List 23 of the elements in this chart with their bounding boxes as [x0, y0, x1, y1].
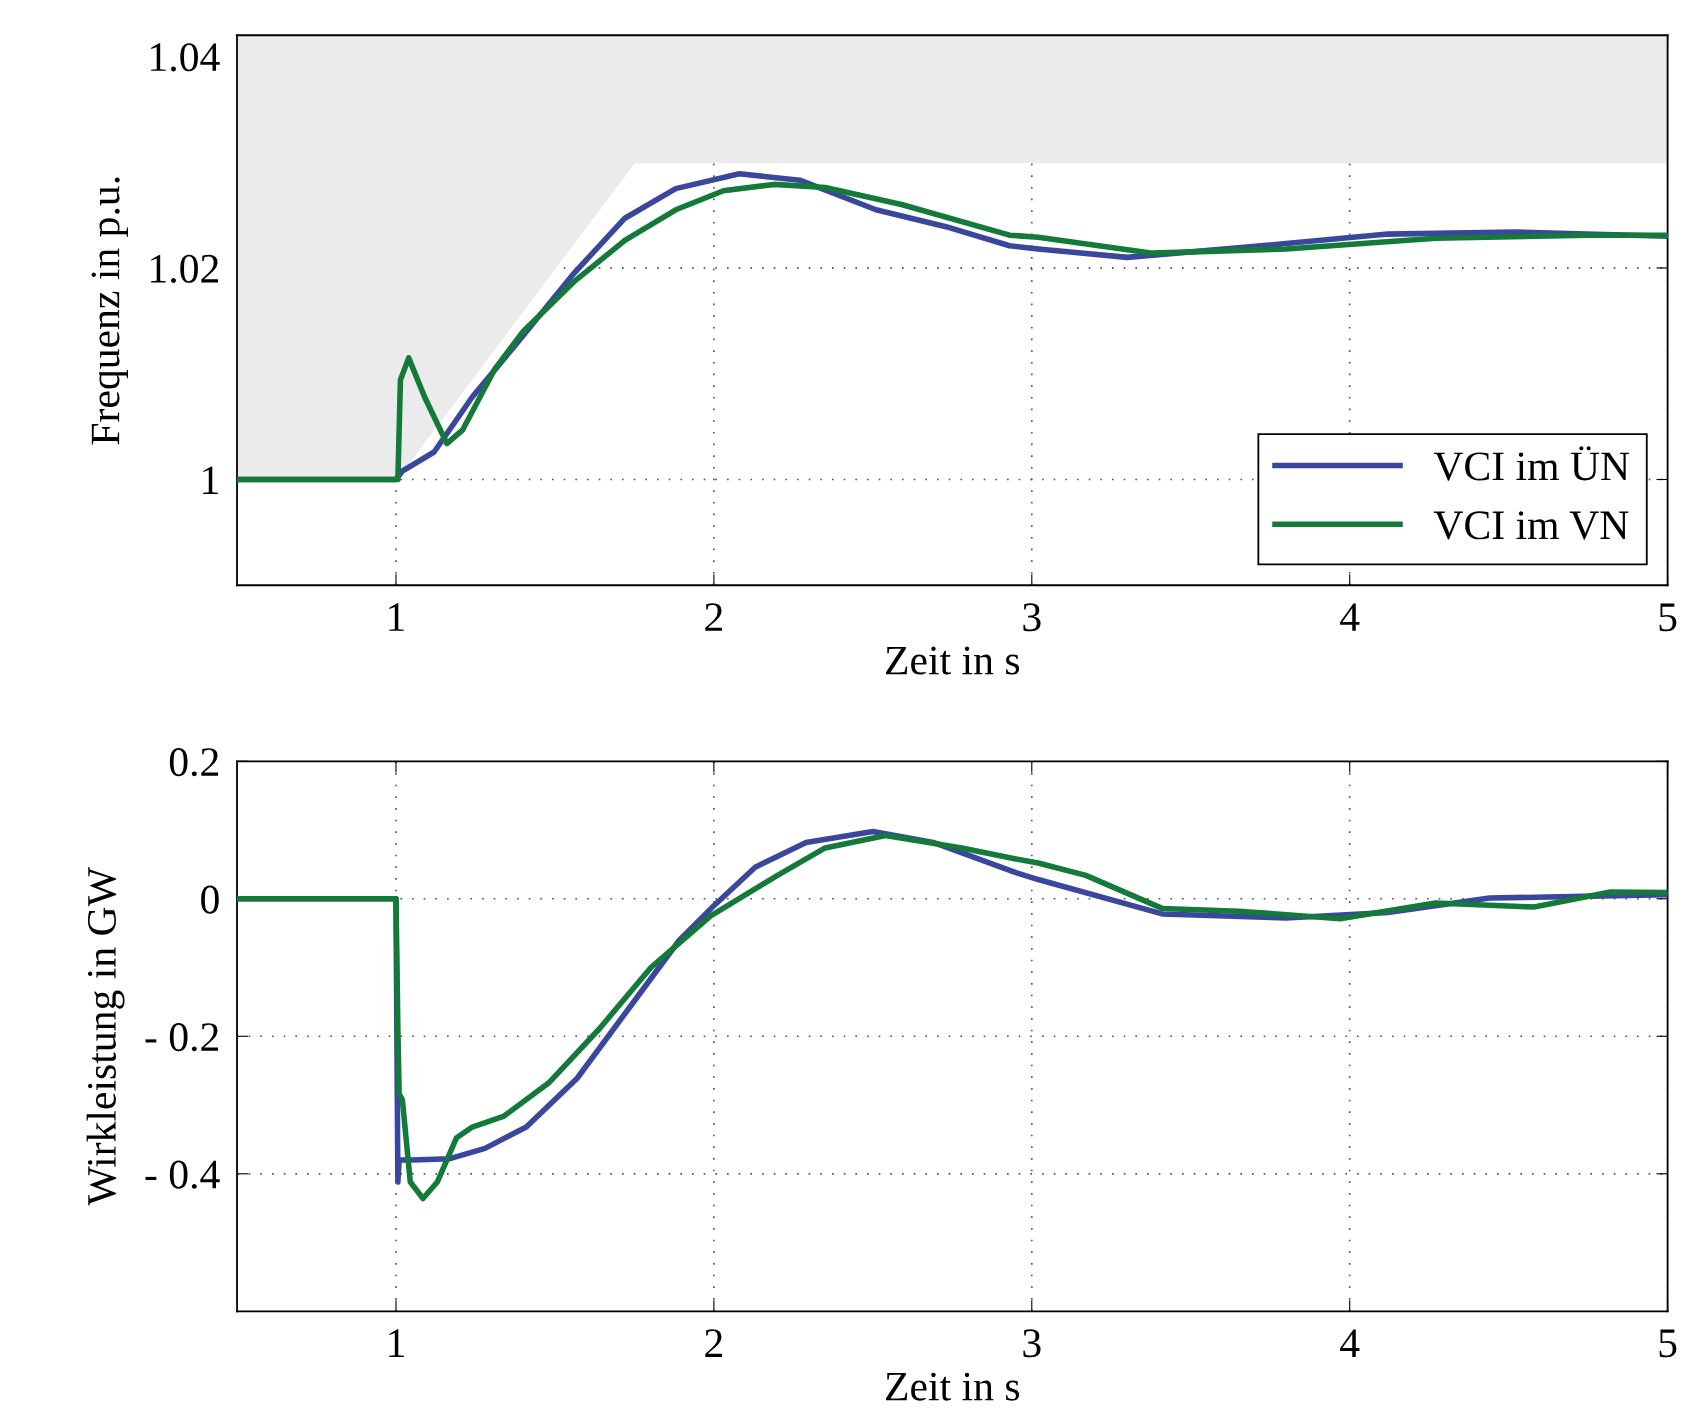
legend-label: VCI im VN — [1433, 511, 1629, 540]
x-tick-label: 4 — [1340, 1329, 1360, 1357]
y-tick-label: 1.04 — [151, 43, 220, 72]
x-tick-label: 4 — [1340, 603, 1360, 631]
x-axis-title: Zeit in s — [886, 646, 1020, 675]
x-tick-label: 5 — [1659, 1329, 1677, 1358]
y-tick-label: - 0.4 — [145, 1160, 220, 1189]
y-axis-title: Frequenz in p.u. — [91, 177, 128, 445]
y-tick-label: - 0.2 — [145, 1023, 219, 1052]
x-tick-label: 1 — [389, 1329, 404, 1357]
y-tick-label: 1 — [203, 466, 218, 494]
y-tick-label: 0.2 — [169, 748, 219, 777]
y-tick-label: 1.02 — [151, 254, 219, 283]
x-tick-label: 3 — [1023, 603, 1041, 632]
x-tick-label: 1 — [389, 603, 404, 631]
y-tick-label: 0 — [201, 885, 219, 914]
legend-label: VCI im ÜN — [1433, 446, 1630, 481]
x-tick-label: 2 — [705, 1329, 722, 1357]
x-axis-title: Zeit in s — [886, 1372, 1020, 1401]
x-tick-label: 2 — [705, 603, 722, 631]
y-axis-title: Wirkleistung in GW — [86, 867, 125, 1206]
x-tick-label: 5 — [1659, 603, 1677, 632]
x-tick-label: 3 — [1023, 1329, 1041, 1358]
